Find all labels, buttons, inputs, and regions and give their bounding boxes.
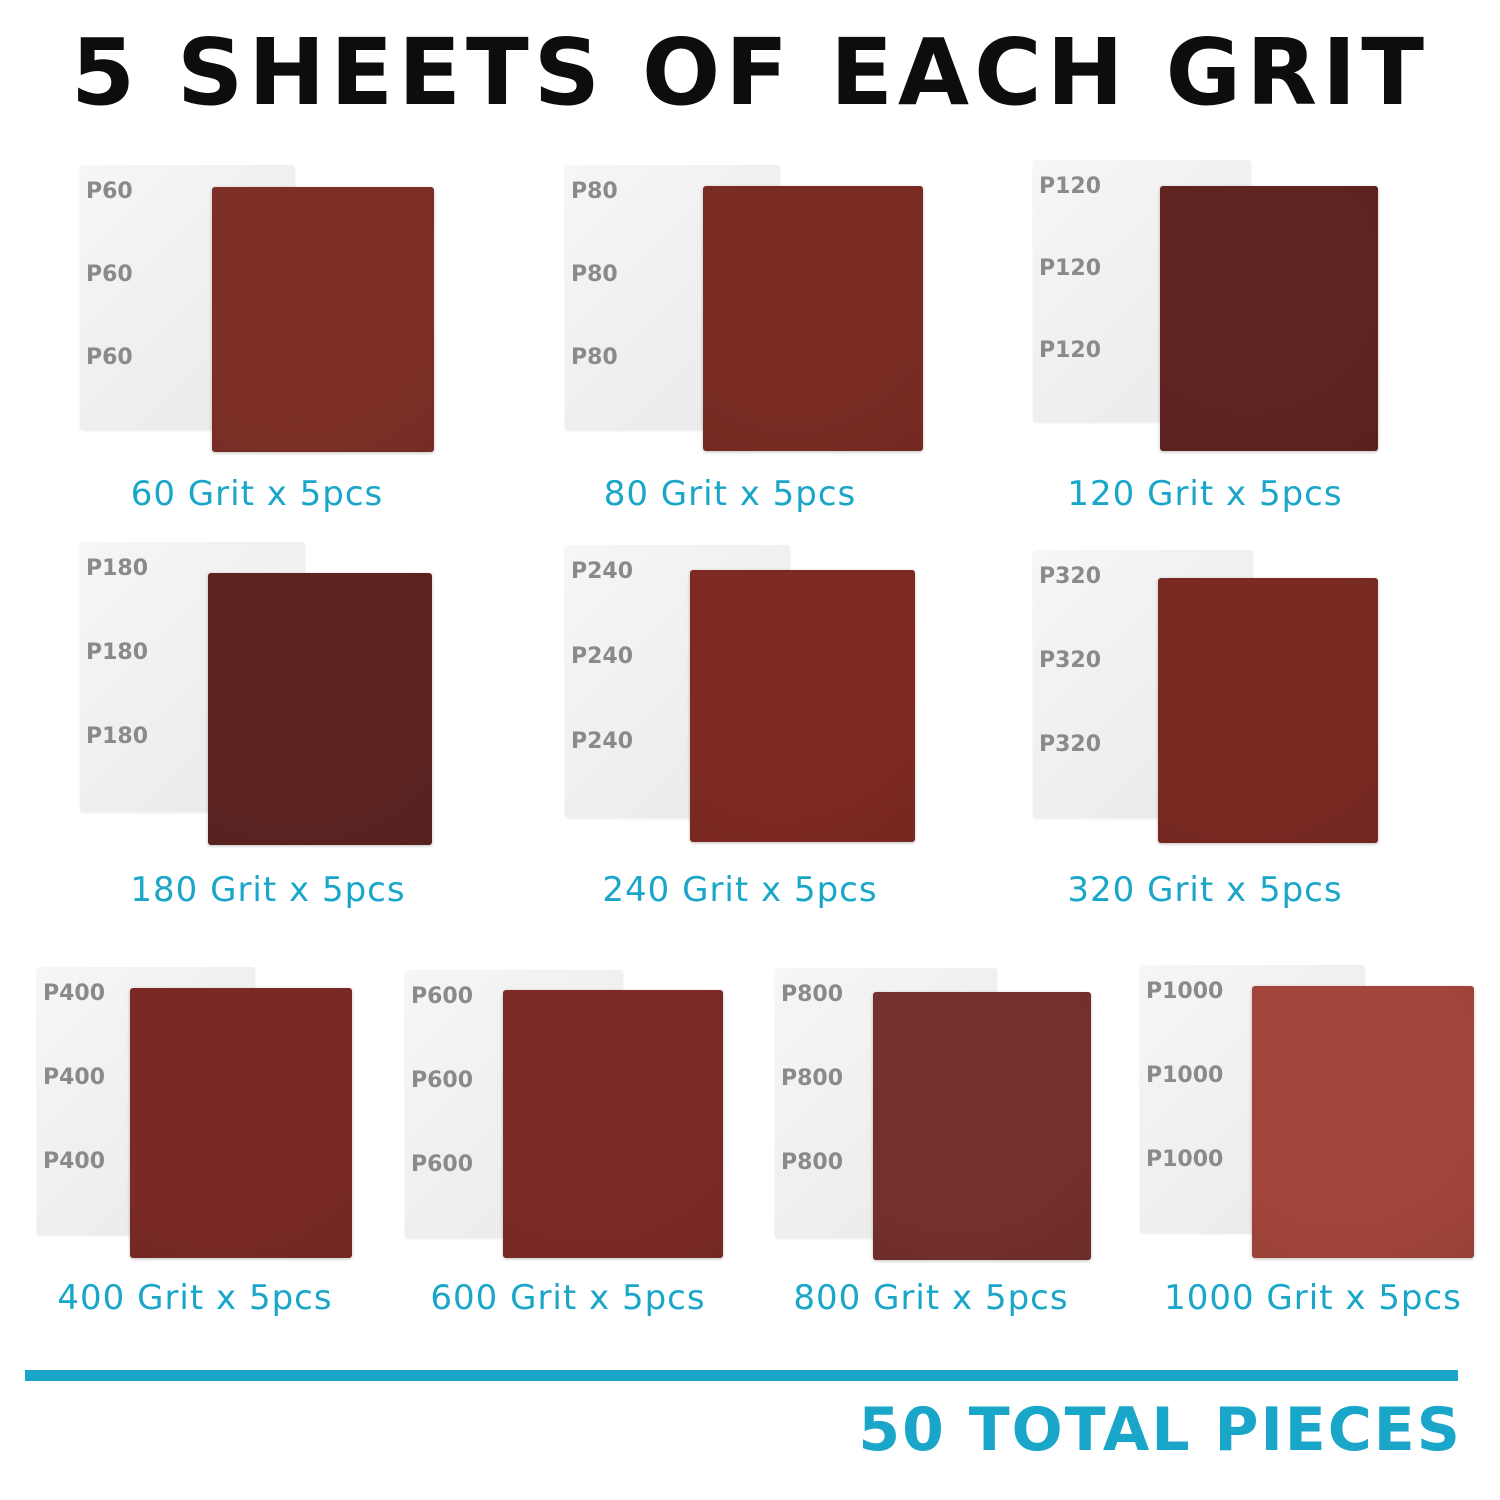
backing-grit-text: P800 (781, 1150, 844, 1175)
backing-grit-text: P1000 (1146, 979, 1224, 1004)
backing-grit-text: P120 (1039, 338, 1102, 363)
grit-label: 240 Grit x 5pcs (602, 870, 878, 910)
backing-grit-text: P180 (86, 724, 149, 749)
backing-grit-text: P240 (571, 644, 634, 669)
sandpaper-sheet (208, 573, 432, 845)
backing-grit-text: P240 (571, 729, 634, 754)
backing-grit-text: P60 (86, 345, 133, 370)
backing-grit-text: P120 (1039, 256, 1102, 281)
sandpaper-sheet (1160, 186, 1378, 451)
backing-grit-text: P600 (411, 1068, 474, 1093)
grit-label: 1000 Grit x 5pcs (1164, 1278, 1462, 1318)
backing-grit-text: P320 (1039, 732, 1102, 757)
backing-grit-text: P1000 (1146, 1063, 1224, 1088)
backing-grit-text: P320 (1039, 648, 1102, 673)
backing-grit-text: P320 (1039, 564, 1102, 589)
total-pieces: 50 TOTAL PIECES (858, 1395, 1462, 1465)
backing-grit-text: P120 (1039, 174, 1102, 199)
grit-label: 600 Grit x 5pcs (430, 1278, 706, 1318)
backing-grit-text: P600 (411, 1152, 474, 1177)
page-title: 5 SHEETS OF EACH GRIT (70, 19, 1430, 126)
grit-label: 320 Grit x 5pcs (1067, 870, 1343, 910)
backing-grit-text: P600 (411, 984, 474, 1009)
backing-grit-text: P800 (781, 982, 844, 1007)
backing-grit-text: P800 (781, 1066, 844, 1091)
backing-grit-text: P80 (571, 345, 618, 370)
sandpaper-sheet (873, 992, 1091, 1260)
backing-grit-text: P180 (86, 640, 149, 665)
backing-grit-text: P400 (43, 1065, 106, 1090)
grit-label: 80 Grit x 5pcs (603, 474, 857, 514)
sandpaper-sheet (690, 570, 915, 842)
backing-grit-text: P240 (571, 559, 634, 584)
grit-label: 120 Grit x 5pcs (1067, 474, 1343, 514)
backing-grit-text: P180 (86, 556, 149, 581)
grit-label: 60 Grit x 5pcs (130, 474, 384, 514)
sandpaper-sheet (503, 990, 723, 1258)
backing-grit-text: P400 (43, 1149, 106, 1174)
grit-label: 180 Grit x 5pcs (130, 870, 406, 910)
backing-grit-text: P80 (571, 262, 618, 287)
sandpaper-sheet (130, 988, 352, 1258)
grit-label: 400 Grit x 5pcs (57, 1278, 333, 1318)
divider (25, 1370, 1458, 1381)
sandpaper-sheet (1252, 986, 1474, 1258)
backing-grit-text: P60 (86, 262, 133, 287)
backing-grit-text: P400 (43, 981, 106, 1006)
sandpaper-sheet (212, 187, 434, 452)
backing-grit-text: P80 (571, 179, 618, 204)
backing-grit-text: P60 (86, 179, 133, 204)
grit-label: 800 Grit x 5pcs (793, 1278, 1069, 1318)
sandpaper-sheet (703, 186, 923, 451)
sandpaper-sheet (1158, 578, 1378, 843)
backing-grit-text: P1000 (1146, 1147, 1224, 1172)
